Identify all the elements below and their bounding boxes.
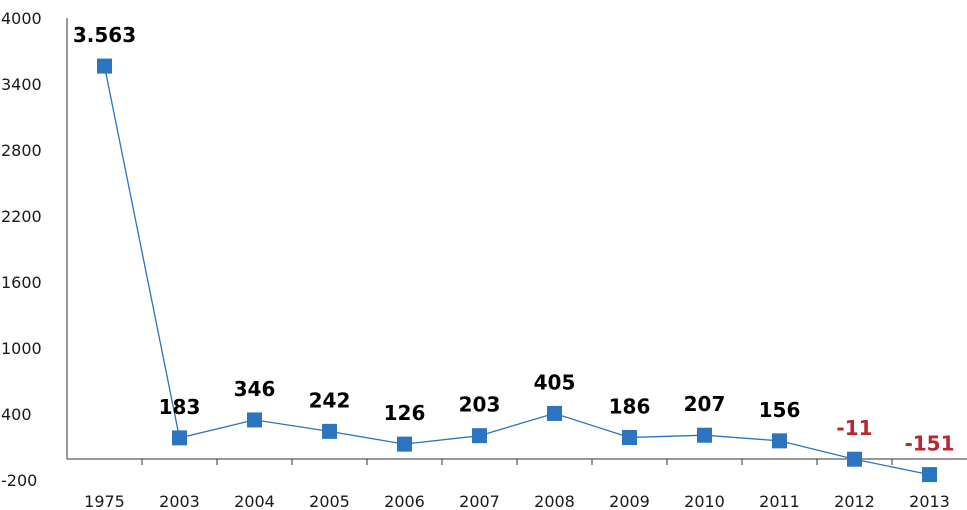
- data-point-marker: [322, 423, 337, 439]
- data-point-marker: [172, 430, 187, 446]
- x-tick-label: 2008: [534, 492, 575, 510]
- y-tick-label: 2200: [1, 207, 42, 226]
- x-tick-label: 2003: [159, 492, 200, 510]
- data-point-marker: [697, 427, 712, 443]
- x-tick-label: 2012: [834, 492, 875, 510]
- y-tick-label: 400: [1, 405, 32, 424]
- y-axis: 4000 3400 2800 2200 1600 1000 400 -200: [1, 9, 68, 490]
- data-point-marker: [97, 58, 112, 74]
- data-label: 207: [684, 392, 726, 416]
- data-point-marker: [247, 412, 262, 428]
- y-tick-label: 2800: [1, 141, 42, 160]
- data-label: 405: [534, 370, 576, 394]
- data-point-marker: [547, 405, 562, 421]
- data-label: -151: [904, 432, 954, 456]
- y-tick-label: 3400: [1, 75, 42, 94]
- data-label: 126: [384, 401, 426, 425]
- y-tick-label: 1000: [1, 339, 42, 358]
- data-point-marker: [772, 433, 787, 449]
- x-tick-label: 2013: [909, 492, 950, 510]
- data-label: 183: [159, 395, 201, 419]
- x-tick-label: 2009: [609, 492, 650, 510]
- data-label: 3.563: [73, 23, 136, 47]
- series-group: [97, 58, 937, 483]
- data-label: 346: [234, 377, 276, 401]
- data-label: 156: [759, 398, 801, 422]
- x-axis: 1975 2003 2004 2005 2006 2007 2008 2009 2010 2011…: [67, 458, 967, 510]
- x-tick-label: 2006: [384, 492, 425, 510]
- x-tick-label: 2011: [759, 492, 800, 510]
- data-labels-group: 3.563 183 346 242 126 203 405 186 207 156 -11 -151: [73, 23, 955, 456]
- data-point-marker: [472, 428, 487, 444]
- data-point-marker: [622, 430, 637, 446]
- data-point-marker: [397, 436, 412, 452]
- data-label: 203: [459, 393, 501, 417]
- x-tick-label: 2007: [459, 492, 500, 510]
- x-tick-label: 2005: [309, 492, 350, 510]
- x-tick-label: 2010: [684, 492, 725, 510]
- series-line: [103, 65, 930, 476]
- data-label: -11: [836, 416, 872, 440]
- data-label: 242: [309, 388, 351, 412]
- y-tick-label: -200: [1, 471, 37, 490]
- data-point-marker: [847, 451, 862, 467]
- y-tick-label: 4000: [1, 9, 42, 28]
- x-tick-label: 2004: [234, 492, 275, 510]
- data-point-marker: [922, 467, 937, 483]
- x-tick-label: 1975: [84, 492, 125, 510]
- data-label: 186: [609, 395, 651, 419]
- y-tick-label: 1600: [1, 273, 42, 292]
